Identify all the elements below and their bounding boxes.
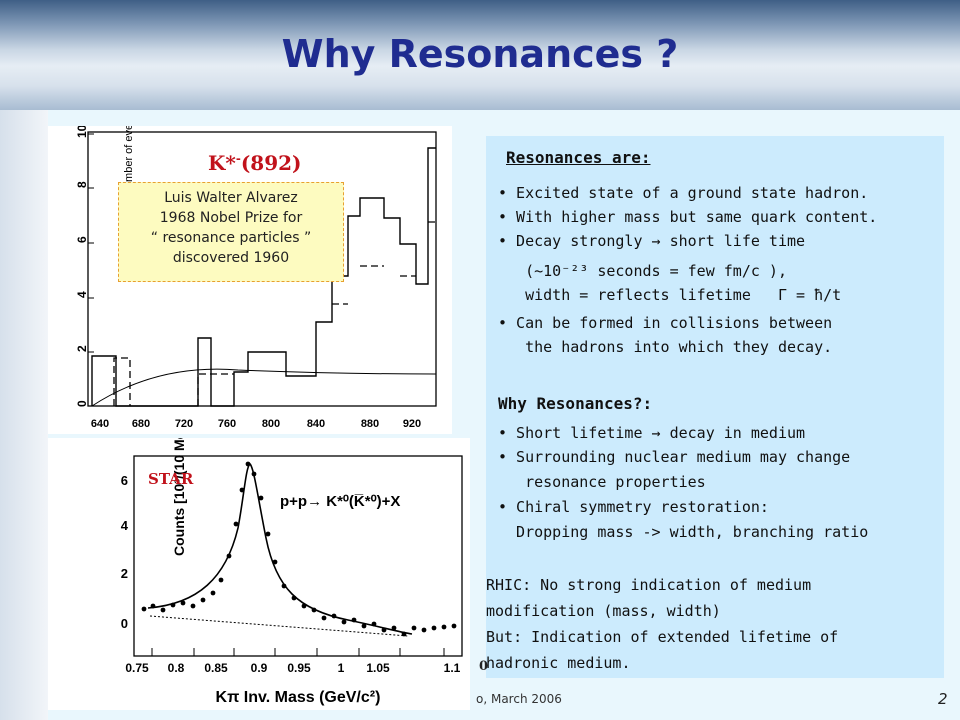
note-line: 1968 Nobel Prize for <box>159 210 303 226</box>
bullet-line: Dropping mass -> width, branching ratio <box>498 523 869 541</box>
star-experiment-label: STAR <box>148 470 194 488</box>
bullet-line: • With higher mass but same quark conten… <box>498 208 878 226</box>
y-tick-labels: 0 2 4 6 8 10 <box>75 124 89 407</box>
heading-resonances-are: Resonances are: <box>506 148 651 167</box>
x-tick-label: 880 <box>361 418 379 430</box>
left-margin-band <box>0 110 48 720</box>
x-tick-label: 640 <box>91 418 109 430</box>
footer-date: o, March 2006 <box>476 692 562 706</box>
x-tick-label: 760 <box>218 418 236 430</box>
y-tick-label: 8 <box>75 181 89 188</box>
y-axis-label: Counts [10³/(10 MeV/c²)] <box>171 438 187 556</box>
x-tick-labels: 640 680 720 760 800 840 880 920 <box>91 418 421 430</box>
slide-title: Why Resonances ? <box>281 32 679 76</box>
y-axis-label: Number of events <box>123 126 135 196</box>
y-tick-label: 2 <box>75 345 89 352</box>
x-tick-label: 0.95 <box>287 661 311 675</box>
note-line: “ resonance particles ” <box>150 230 312 246</box>
x-tick-labels: 0.75 0.8 0.85 0.9 0.95 1 1.05 1.1 <box>125 661 460 675</box>
histogram-dashed <box>113 221 436 406</box>
reaction-label: p+p→ K*⁰(K̅*⁰)+X <box>280 493 400 510</box>
breit-wigner-fit <box>147 463 413 635</box>
y-tick-label: 4 <box>121 518 129 533</box>
data-points <box>141 461 457 637</box>
y-tick-label: 4 <box>75 291 89 298</box>
header-band <box>0 0 960 110</box>
x-tick-label: 1.1 <box>444 661 461 675</box>
y-tick-label: 0 <box>75 400 89 407</box>
x-tick-label: 1.05 <box>366 661 390 675</box>
y-tick-label: 10 <box>75 126 89 138</box>
bullet-line: (~10⁻²³ seconds = few fm/c ), <box>498 262 787 280</box>
x-tick-label: 0.75 <box>125 661 149 675</box>
heading-why-resonances: Why Resonances?: <box>498 394 653 413</box>
conclusion-line: hadronic medium. <box>486 654 631 672</box>
bullet-line: the hadrons into which they decay. <box>498 338 833 356</box>
bullet-line: • Excited state of a ground state hadron… <box>498 184 869 202</box>
y-tick-label: 6 <box>121 473 128 488</box>
bullet-line: • Can be formed in collisions between <box>498 314 833 332</box>
bullet-line: • Chiral symmetry restoration: <box>498 498 769 516</box>
background-fit-line <box>149 615 409 637</box>
phase-space-curve <box>91 368 437 407</box>
conclusion-line: RHIC: No strong indication of medium <box>486 576 812 594</box>
x-tick-label: 0.9 <box>251 661 268 675</box>
bullet-line: • Short lifetime → decay in medium <box>498 424 806 442</box>
x-tick-marks <box>151 648 445 656</box>
particle-label: K*-(892) <box>208 151 302 175</box>
x-tick-label: 920 <box>403 418 421 430</box>
note-line: discovered 1960 <box>172 250 290 266</box>
conclusion-line: But: Indication of extended lifetime of <box>486 628 839 646</box>
plot-frame <box>87 131 437 407</box>
conclusion-line: modification (mass, width) <box>486 602 721 620</box>
y-tick-label: 2 <box>121 566 128 581</box>
x-axis-label: Kπ Inv. Mass (GeV/c²) <box>216 689 381 706</box>
y-ticks <box>88 133 94 407</box>
histogram-solid <box>91 147 436 407</box>
x-tick-label: 720 <box>175 418 193 430</box>
slide-number: 2 <box>938 690 948 708</box>
star-kstar-plot: 0.75 0.8 0.85 0.9 0.95 1 1.05 1.1 0 2 4 … <box>48 397 470 710</box>
bullet-line: width = reflects lifetime Γ = ħ/t <box>498 286 842 304</box>
stray-zero-mark: 0 <box>479 659 489 674</box>
plot-frame <box>133 455 463 657</box>
y-tick-label: 6 <box>75 236 89 243</box>
star-plot-svg: 0.75 0.8 0.85 0.9 0.95 1 1.05 1.1 0 2 4 … <box>121 397 463 706</box>
x-tick-label: 0.8 <box>168 661 185 675</box>
x-tick-label: 840 <box>307 418 325 430</box>
x-tick-label: 1 <box>338 661 345 675</box>
y-tick-labels: 0 2 4 6 <box>121 473 129 631</box>
x-tick-label: 0.85 <box>204 661 228 675</box>
y-tick-label: 0 <box>121 616 128 631</box>
x-tick-label: 680 <box>132 418 150 430</box>
histogram-svg: 0 2 4 6 8 10 Number of events 640 680 72… <box>75 109 437 430</box>
x-tick-label: 800 <box>262 418 280 430</box>
alvarez-note: Luis Walter Alvarez 1968 Nobel Prize for… <box>118 182 344 282</box>
bullet-line: • Decay strongly → short life time <box>498 232 806 250</box>
bullet-line: • Surrounding nuclear medium may change <box>498 448 851 466</box>
alvarez-histogram: 0 2 4 6 8 10 Number of events 640 680 72… <box>48 109 452 434</box>
note-line: Luis Walter Alvarez <box>164 190 298 206</box>
explanation-panel <box>486 136 944 678</box>
bullet-line: resonance properties <box>498 473 706 491</box>
